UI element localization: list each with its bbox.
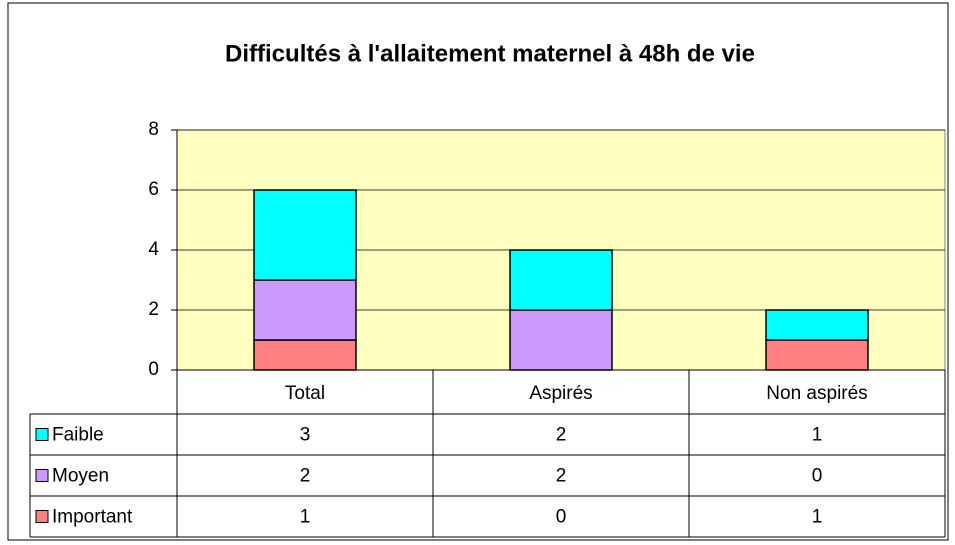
table-value: 1 [300, 507, 311, 528]
bar-segment [253, 189, 357, 281]
y-tick-label: 8 [148, 119, 159, 140]
legend-swatch [35, 510, 49, 523]
bar-segment [765, 339, 869, 371]
x-tick-label: Aspirés [529, 383, 592, 404]
legend-swatch [35, 428, 49, 441]
chart-title: Difficultés à l'allaitement maternel à 4… [225, 40, 755, 67]
y-tick-label: 4 [148, 239, 159, 260]
x-tick-label: Total [285, 383, 325, 404]
legend-label: Important [52, 507, 133, 528]
table-value: 2 [556, 466, 567, 487]
table-value: 2 [300, 466, 311, 487]
table-value: 0 [812, 466, 823, 487]
table-value: 1 [812, 507, 823, 528]
bar-segment [765, 309, 869, 341]
bar-segment [509, 249, 613, 311]
table-value: 2 [556, 425, 567, 446]
bar-segment [509, 309, 613, 371]
legend-label: Faible [52, 425, 104, 446]
bar-segment [253, 339, 357, 371]
y-tick-label: 6 [148, 179, 159, 200]
table-value: 3 [300, 425, 311, 446]
legend-label: Moyen [52, 466, 109, 487]
legend-swatch [35, 469, 49, 482]
table-value: 0 [556, 507, 567, 528]
table-value: 1 [812, 425, 823, 446]
bar-segment [253, 279, 357, 341]
y-tick-label: 2 [148, 299, 159, 320]
y-tick-label: 0 [148, 359, 159, 380]
x-tick-label: Non aspirés [766, 383, 867, 404]
